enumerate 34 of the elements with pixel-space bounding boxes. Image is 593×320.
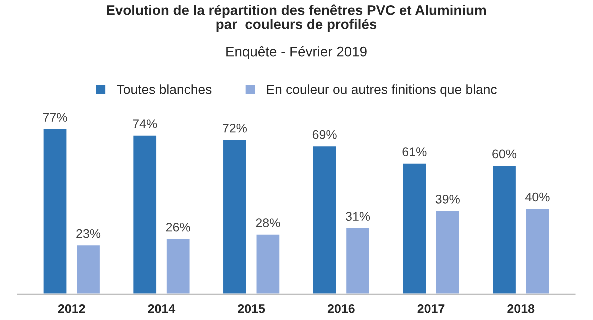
bar [166, 238, 192, 294]
bar [222, 138, 248, 294]
legend-label: En couleur ou autres finitions que blanc [267, 84, 497, 97]
x-tick-label: 2012 [58, 304, 86, 314]
x-tick-label: 2017 [418, 304, 445, 314]
bar [435, 210, 461, 294]
bar [402, 162, 428, 294]
bar [42, 128, 68, 294]
legend-label: Toutes blanches [117, 84, 212, 94]
data-label: 69% [312, 130, 337, 140]
data-label: 60% [492, 150, 517, 159]
data-label: 28% [256, 218, 280, 228]
bar [76, 244, 102, 294]
bar [524, 208, 551, 294]
bar [132, 134, 158, 294]
data-label: 74% [133, 120, 158, 128]
data-label: 40% [526, 192, 550, 202]
x-tick-label: 2018 [508, 304, 535, 314]
data-label: 61% [402, 148, 427, 156]
x-tick-label: 2014 [148, 304, 176, 314]
bar [492, 164, 518, 294]
data-label: 39% [436, 194, 460, 204]
bar [255, 233, 282, 294]
x-tick-label: 2015 [238, 304, 266, 314]
data-label: 72% [223, 124, 248, 133]
data-label: 26% [166, 222, 190, 232]
chart-subtitle: Enquête - Février 2019 [226, 46, 367, 60]
data-label: 77% [43, 113, 68, 122]
bar [312, 145, 338, 294]
bar [345, 226, 371, 294]
x-tick-label: 2016 [328, 304, 355, 314]
data-label: 23% [76, 229, 101, 238]
data-label: 31% [346, 212, 370, 222]
chart-title: Evolution de la répartition des fenêtres PVC et Aluminium par couleurs de profilés [107, 4, 486, 32]
